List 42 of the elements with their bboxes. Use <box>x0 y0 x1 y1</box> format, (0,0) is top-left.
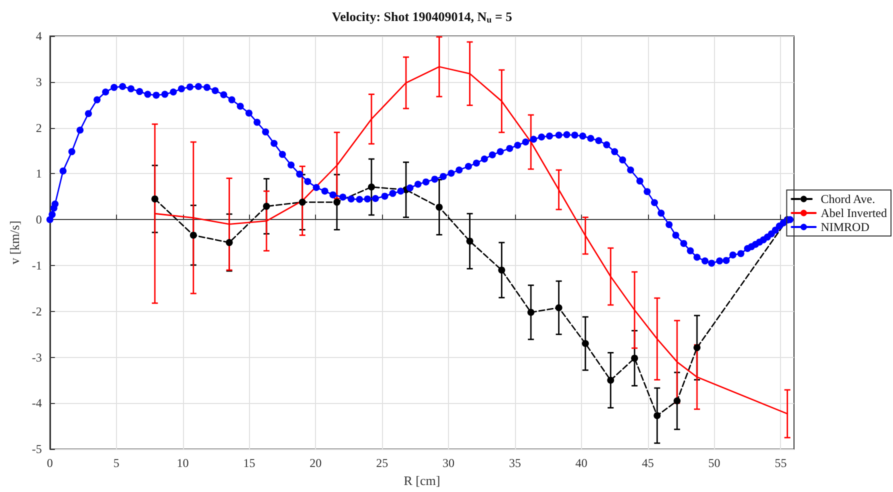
y-tick-label: 3 <box>36 74 42 89</box>
point <box>582 340 589 348</box>
y-axis-title: v [km/s] <box>7 220 22 264</box>
point <box>226 239 233 246</box>
point <box>607 376 614 384</box>
point <box>262 202 270 210</box>
x-tick-label: 35 <box>508 456 521 470</box>
point <box>654 412 661 420</box>
y-tick-label: 4 <box>36 29 42 43</box>
y-tick-label: 2 <box>36 120 42 135</box>
y-tick-label: -3 <box>32 350 42 364</box>
y-tick-label: -1 <box>32 258 42 272</box>
point <box>190 232 197 239</box>
x-tick-label: 25 <box>376 456 388 470</box>
y-tick-label: -2 <box>32 304 42 318</box>
x-tick-label: 50 <box>708 456 720 470</box>
point <box>436 204 443 211</box>
y-tick-label: 1 <box>36 166 42 181</box>
legend-label: NIMROD <box>820 220 870 234</box>
point <box>498 266 506 274</box>
point <box>151 195 158 202</box>
x-tick-label: 45 <box>642 456 654 470</box>
x-tick-label: 30 <box>442 456 455 470</box>
point <box>466 238 474 245</box>
x-tick-label: 0 <box>46 456 53 470</box>
y-tick-label: -5 <box>32 442 42 456</box>
x-tick-label: 40 <box>575 456 588 470</box>
y-tick-label: 0 <box>36 212 42 227</box>
x-axis-title: R [cm] <box>404 473 440 488</box>
x-tick-label: 20 <box>310 456 322 470</box>
point <box>555 304 562 312</box>
x-tick-label: 15 <box>243 456 256 470</box>
x-tick-label: 10 <box>176 456 189 470</box>
point <box>298 198 306 206</box>
point <box>527 308 534 316</box>
legend-label: Chord Ave. <box>820 192 876 206</box>
point <box>631 354 638 362</box>
legend-label: Abel Inverted <box>820 206 888 220</box>
y-tick-label: -4 <box>32 396 42 410</box>
x-tick-label: 55 <box>774 456 787 470</box>
x-tick-label: 5 <box>113 456 120 470</box>
point <box>368 184 375 191</box>
